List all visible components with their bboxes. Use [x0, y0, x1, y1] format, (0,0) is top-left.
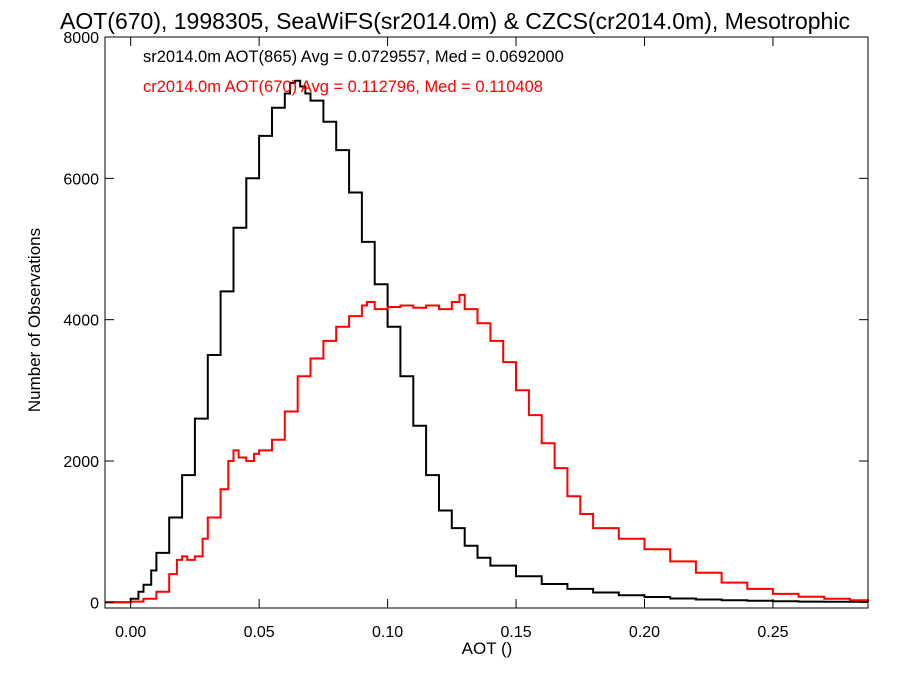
- y-tick-label: 2000: [63, 454, 99, 471]
- y-tick-label: 0: [90, 595, 99, 612]
- x-axis-ticks: 0.00 0.05 0.10 0.15 0.20 0.25: [115, 37, 789, 641]
- x-tick-label: 0.15: [500, 624, 531, 641]
- x-tick-label: 0.05: [244, 624, 275, 641]
- plot-area: 0.00 0.05 0.10 0.15 0.20 0.25 0 2000 4000 6000 80…: [63, 30, 869, 641]
- series-line-2: [105, 293, 869, 604]
- series-layer: [105, 79, 869, 604]
- legend-entry-2: cr2014.0m AOT(670) Avg = 0.112796, Med =…: [143, 78, 543, 96]
- y-tick-label: 8000: [63, 30, 99, 47]
- x-tick-label: 0.10: [372, 624, 403, 641]
- x-axis-label: AOT (): [462, 639, 513, 658]
- y-tick-label: 4000: [63, 313, 99, 330]
- series-line-1: [105, 79, 869, 604]
- x-tick-label: 0.25: [757, 624, 788, 641]
- legend-entry-1: sr2014.0m AOT(865) Avg = 0.0729557, Med …: [143, 48, 564, 66]
- y-axis-ticks: 0 2000 4000 6000 8000: [63, 30, 868, 612]
- plot-frame: [104, 36, 869, 609]
- chart-title: AOT(670), 1998305, SeaWiFS(sr2014.0m) & …: [60, 8, 850, 34]
- x-tick-label: 0.00: [115, 624, 146, 641]
- x-tick-label: 0.20: [629, 624, 660, 641]
- y-tick-label: 6000: [63, 171, 99, 188]
- y-axis-label: Number of Observations: [25, 228, 44, 412]
